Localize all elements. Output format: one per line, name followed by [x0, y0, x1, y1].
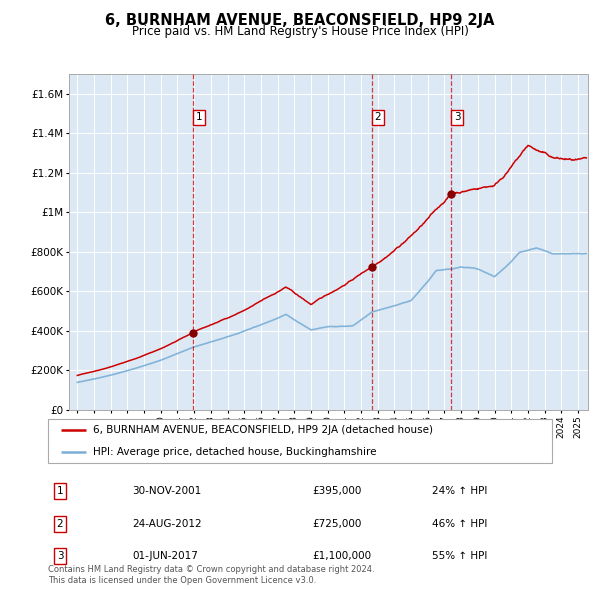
- Text: This data is licensed under the Open Government Licence v3.0.: This data is licensed under the Open Gov…: [48, 576, 316, 585]
- Text: 24-AUG-2012: 24-AUG-2012: [132, 519, 202, 529]
- Text: 6, BURNHAM AVENUE, BEACONSFIELD, HP9 2JA (detached house): 6, BURNHAM AVENUE, BEACONSFIELD, HP9 2JA…: [94, 425, 433, 434]
- Text: 01-JUN-2017: 01-JUN-2017: [132, 551, 198, 561]
- Text: Contains HM Land Registry data © Crown copyright and database right 2024.: Contains HM Land Registry data © Crown c…: [48, 565, 374, 574]
- Text: 2: 2: [374, 112, 381, 122]
- Text: £725,000: £725,000: [312, 519, 361, 529]
- Text: 1: 1: [196, 112, 202, 122]
- Text: £395,000: £395,000: [312, 486, 361, 496]
- Text: 1: 1: [56, 486, 64, 496]
- Text: £1,100,000: £1,100,000: [312, 551, 371, 561]
- Text: 46% ↑ HPI: 46% ↑ HPI: [432, 519, 487, 529]
- Text: HPI: Average price, detached house, Buckinghamshire: HPI: Average price, detached house, Buck…: [94, 447, 377, 457]
- Text: 30-NOV-2001: 30-NOV-2001: [132, 486, 201, 496]
- Text: 2: 2: [56, 519, 64, 529]
- Text: 55% ↑ HPI: 55% ↑ HPI: [432, 551, 487, 561]
- Text: 3: 3: [454, 112, 461, 122]
- Text: Price paid vs. HM Land Registry's House Price Index (HPI): Price paid vs. HM Land Registry's House …: [131, 25, 469, 38]
- Text: 24% ↑ HPI: 24% ↑ HPI: [432, 486, 487, 496]
- FancyBboxPatch shape: [48, 419, 552, 463]
- Text: 6, BURNHAM AVENUE, BEACONSFIELD, HP9 2JA: 6, BURNHAM AVENUE, BEACONSFIELD, HP9 2JA: [105, 13, 495, 28]
- Text: 3: 3: [56, 551, 64, 561]
